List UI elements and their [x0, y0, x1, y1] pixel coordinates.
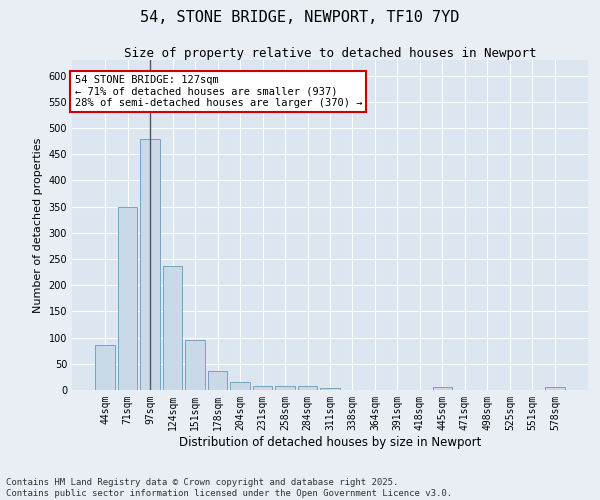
- Bar: [433, 388, 452, 390]
- Bar: [185, 340, 205, 390]
- Bar: [208, 370, 227, 390]
- Bar: [230, 382, 250, 390]
- Text: 54, STONE BRIDGE, NEWPORT, TF10 7YD: 54, STONE BRIDGE, NEWPORT, TF10 7YD: [140, 10, 460, 25]
- Bar: [275, 386, 295, 390]
- Bar: [253, 386, 272, 390]
- Bar: [95, 346, 115, 390]
- Text: 54 STONE BRIDGE: 127sqm
← 71% of detached houses are smaller (937)
28% of semi-d: 54 STONE BRIDGE: 127sqm ← 71% of detache…: [74, 75, 362, 108]
- Bar: [118, 206, 137, 390]
- Title: Size of property relative to detached houses in Newport: Size of property relative to detached ho…: [124, 47, 536, 60]
- Bar: [163, 266, 182, 390]
- Bar: [320, 388, 340, 390]
- X-axis label: Distribution of detached houses by size in Newport: Distribution of detached houses by size …: [179, 436, 481, 448]
- Bar: [298, 386, 317, 390]
- Y-axis label: Number of detached properties: Number of detached properties: [33, 138, 43, 312]
- Text: Contains HM Land Registry data © Crown copyright and database right 2025.
Contai: Contains HM Land Registry data © Crown c…: [6, 478, 452, 498]
- Bar: [545, 388, 565, 390]
- Bar: [140, 138, 160, 390]
